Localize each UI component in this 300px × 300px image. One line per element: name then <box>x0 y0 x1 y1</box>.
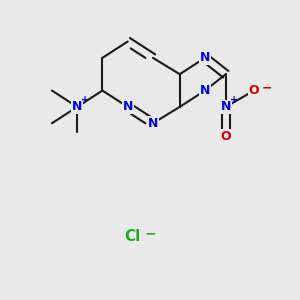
Text: +: + <box>81 95 90 105</box>
Text: N: N <box>148 117 158 130</box>
Text: N: N <box>200 51 210 64</box>
Text: N: N <box>122 100 133 113</box>
Text: N: N <box>220 100 231 113</box>
Text: +: + <box>230 95 238 105</box>
Text: N: N <box>72 100 83 113</box>
Text: −: − <box>261 81 272 94</box>
Text: N: N <box>200 84 210 97</box>
Text: O: O <box>249 84 259 97</box>
Text: Cl: Cl <box>124 229 140 244</box>
Text: −: − <box>144 227 156 241</box>
Text: O: O <box>220 130 231 143</box>
